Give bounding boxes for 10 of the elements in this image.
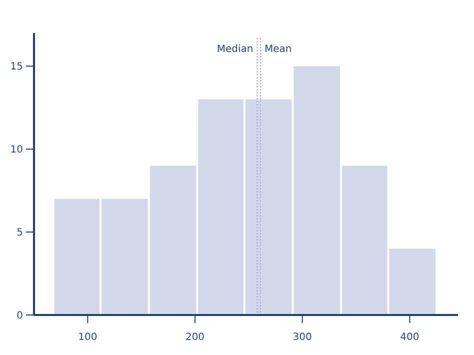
x-tick-label: 200 (185, 332, 205, 343)
x-tick-label: 100 (78, 332, 98, 343)
ref-line-label: Mean (264, 44, 292, 55)
y-tick-label: 0 (16, 310, 23, 322)
y-tick-label: 5 (16, 228, 23, 239)
y-tick-label: 10 (10, 144, 23, 156)
x-tick-label: 300 (292, 332, 312, 343)
x-tick-label: 400 (400, 332, 420, 343)
ref-line-label: Median (216, 44, 254, 55)
y-tick-label: 15 (10, 62, 23, 73)
